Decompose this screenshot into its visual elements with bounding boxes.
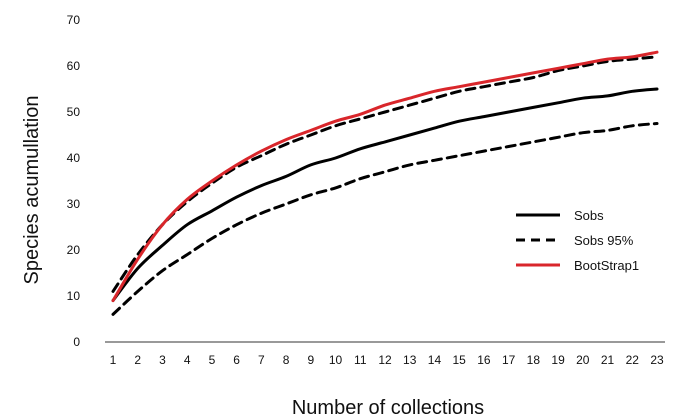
x-tick-label: 20 [576, 353, 590, 367]
series-line-bootstrap1 [111, 50, 659, 303]
legend-label: Sobs [574, 208, 604, 223]
y-tick-label: 20 [67, 243, 81, 257]
x-tick-label: 10 [329, 353, 343, 367]
x-tick-label: 1 [110, 353, 117, 367]
x-tick-label: 21 [601, 353, 615, 367]
series-line-sobs-95 [111, 122, 659, 316]
series-line-sobs-95-upper [111, 55, 659, 293]
x-tick-label: 6 [233, 353, 240, 367]
x-tick-label: 13 [403, 353, 417, 367]
y-tick-label: 50 [67, 105, 81, 119]
x-tick-label: 7 [258, 353, 265, 367]
y-tick-label: 10 [67, 289, 81, 303]
x-tick-label: 18 [527, 353, 541, 367]
legend: Sobs Sobs 95% BootStrap1 [516, 208, 639, 273]
x-tick-label: 4 [184, 353, 191, 367]
y-tick-label: 70 [67, 13, 81, 27]
legend-label: BootStrap1 [574, 258, 639, 273]
y-tick-labels: 0 10 20 30 40 50 60 70 [67, 13, 81, 349]
x-tick-label: 14 [428, 353, 442, 367]
x-tick-label: 15 [453, 353, 467, 367]
x-tick-label: 23 [650, 353, 664, 367]
y-tick-label: 30 [67, 197, 81, 211]
y-tick-label: 60 [67, 59, 81, 73]
x-tick-label: 16 [477, 353, 491, 367]
series-lines [111, 50, 659, 316]
series-line-sobs [111, 87, 659, 303]
x-tick-label: 12 [378, 353, 392, 367]
x-tick-label: 5 [209, 353, 216, 367]
x-tick-label: 8 [283, 353, 290, 367]
x-axis-title: Number of collections [292, 397, 484, 419]
x-tick-label: 17 [502, 353, 516, 367]
y-axis-title: Species acumullation [21, 96, 43, 285]
x-tick-label: 2 [134, 353, 141, 367]
x-tick-label: 9 [307, 353, 314, 367]
y-tick-label: 0 [73, 335, 80, 349]
x-tick-label: 3 [159, 353, 166, 367]
x-tick-label: 19 [551, 353, 565, 367]
plot-area: 1 2 3 4 5 6 7 8 9 10 11 12 13 14 15 16 17 18 19 20 21 22 23 01… [67, 13, 665, 367]
y-tick-label: 40 [67, 151, 81, 165]
legend-label: Sobs 95% [574, 233, 634, 248]
x-tick-label: 11 [354, 353, 367, 367]
x-tick-labels: 1 2 3 4 5 6 7 8 9 10 11 12 13 14 15 16 17 18 19 20 21 22 23 [110, 353, 664, 367]
x-tick-label: 22 [626, 353, 640, 367]
